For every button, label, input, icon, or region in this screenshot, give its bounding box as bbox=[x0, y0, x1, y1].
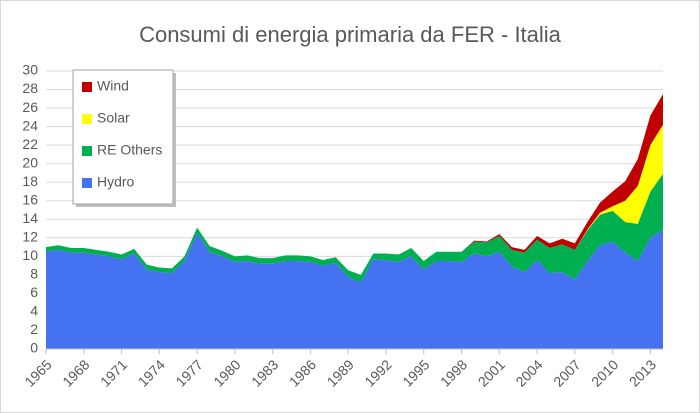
y-tick-label: 8 bbox=[30, 266, 38, 282]
y-tick-label: 2 bbox=[30, 321, 38, 337]
y-tick-label: 14 bbox=[22, 210, 38, 226]
legend-label: Wind bbox=[97, 78, 129, 94]
y-tick-label: 30 bbox=[22, 62, 38, 78]
legend-swatch bbox=[82, 146, 92, 156]
y-tick-label: 18 bbox=[22, 173, 38, 189]
y-tick-label: 26 bbox=[22, 99, 38, 115]
y-tick-label: 0 bbox=[30, 340, 38, 356]
legend-swatch bbox=[82, 82, 92, 92]
y-tick-label: 4 bbox=[30, 303, 38, 319]
area bbox=[46, 173, 663, 283]
legend-label: Hydro bbox=[97, 174, 135, 190]
legend-swatch bbox=[82, 114, 92, 124]
y-tick-label: 6 bbox=[30, 284, 38, 300]
y-tick-label: 22 bbox=[22, 136, 38, 152]
y-tick-label: 28 bbox=[22, 80, 38, 96]
y-tick-label: 20 bbox=[22, 154, 38, 170]
y-tick-label: 16 bbox=[22, 191, 38, 207]
y-tick-label: 12 bbox=[22, 229, 38, 245]
area bbox=[46, 229, 663, 349]
legend-label: Solar bbox=[97, 110, 130, 126]
chart-title: Consumi di energia primaria da FER - Ita… bbox=[139, 22, 562, 47]
y-tick-label: 10 bbox=[22, 247, 38, 263]
y-tick-label: 24 bbox=[22, 117, 38, 133]
legend-swatch bbox=[82, 178, 92, 188]
legend-label: RE Others bbox=[97, 142, 162, 158]
